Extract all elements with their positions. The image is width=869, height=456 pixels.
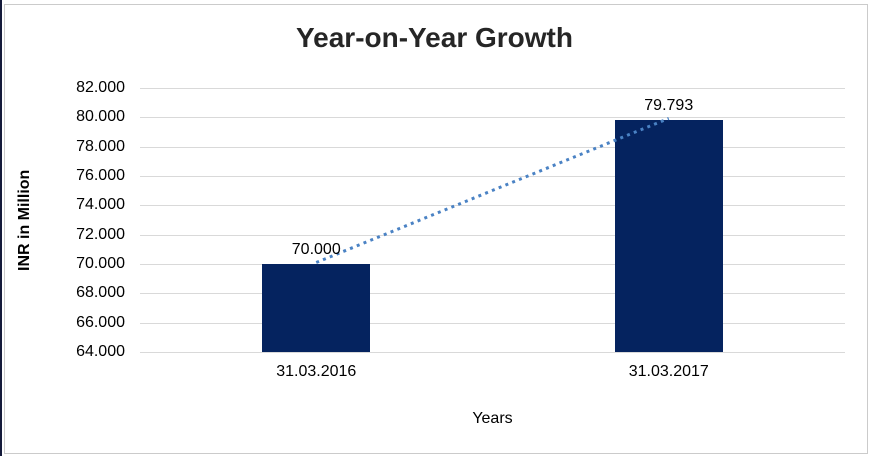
gridline (140, 322, 845, 324)
gridline (140, 146, 845, 148)
y-tick-label: 82.000 (76, 79, 125, 96)
y-tick-label: 76.000 (76, 167, 125, 184)
gridline (140, 205, 845, 207)
x-axis-title: Years (472, 410, 513, 427)
gridline (140, 264, 845, 265)
y-tick-label: 80.000 (76, 108, 125, 126)
y-axis-title: INR in Million (16, 169, 33, 271)
y-tick-label: 66.000 (76, 313, 125, 331)
bar-31.03.2016 (262, 264, 371, 352)
y-tick-label: 78.000 (76, 137, 125, 155)
gridline (140, 88, 845, 89)
gridline (140, 176, 845, 177)
y-tick-label: 70.000 (76, 255, 125, 272)
y-tick-label: 72.000 (76, 225, 125, 243)
gridline (140, 234, 845, 236)
plot-area: 82.000 80.000 78.000 76.000 74.000 72.000 70.0… (76, 79, 845, 380)
data-label: 70.000 (291, 241, 341, 258)
gridline (140, 293, 845, 295)
x-tick-label: 31.03.2017 (628, 363, 709, 380)
x-tick-label: 31.03.2016 (276, 363, 357, 380)
trendline (315, 116, 670, 264)
bar-31.03.2017 (614, 120, 723, 352)
chart-title: Year-on-Year Growth (296, 22, 573, 53)
data-label: 79.793 (644, 97, 694, 115)
y-tick-label: 74.000 (76, 196, 125, 214)
window-left-edge (0, 0, 2, 456)
gridline (140, 117, 845, 119)
y-tick-label: 64.000 (76, 343, 125, 360)
gridline (140, 352, 845, 353)
y-tick-label: 68.000 (76, 284, 125, 302)
